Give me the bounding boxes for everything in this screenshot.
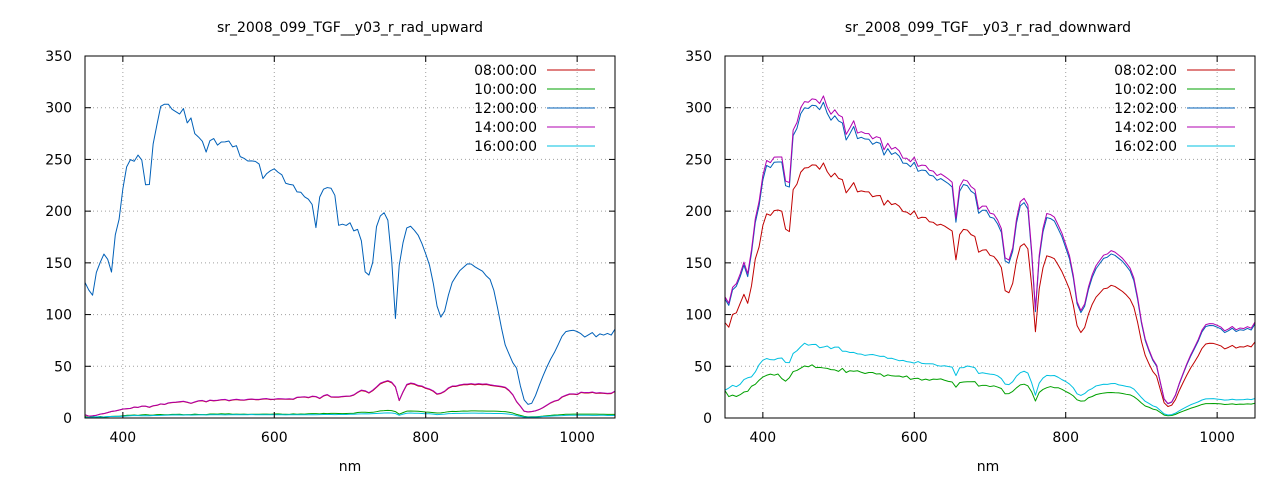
legend-label: 12:00:00 — [474, 101, 537, 117]
chart-title: sr_2008_099_TGF__y03_r_rad_downward — [845, 20, 1131, 36]
series-line-10-02-00 — [725, 364, 1255, 417]
y-tick-label: 150 — [45, 256, 72, 272]
x-axis-label: nm — [339, 459, 362, 475]
x-tick-label: 1000 — [1199, 430, 1235, 446]
legend-label: 16:02:00 — [1114, 139, 1177, 155]
series-line-12-00-00 — [85, 103, 615, 405]
x-axis-label: nm — [977, 459, 1000, 475]
x-tick-label: 400 — [109, 430, 136, 446]
series-line-14-00-00 — [85, 380, 615, 417]
series-layer — [85, 103, 615, 418]
legend-label: 14:00:00 — [474, 120, 537, 136]
legend-label: 12:02:00 — [1114, 101, 1177, 117]
x-tick-label: 600 — [901, 430, 928, 446]
axes: 400 600 800 1000 0 50 100 150 200 250 300 350 — [685, 49, 1256, 446]
legend-label: 10:02:00 — [1114, 82, 1177, 98]
y-tick-label: 150 — [685, 256, 712, 272]
legend: 08:00:00 10:00:00 12:00:00 14:00:00 16:00:00 — [474, 63, 595, 155]
y-tick-label: 350 — [45, 49, 72, 65]
x-tick-label: 400 — [749, 430, 776, 446]
y-tick-label: 50 — [694, 359, 712, 375]
y-tick-label: 100 — [45, 308, 72, 324]
y-tick-label: 100 — [685, 308, 712, 324]
series-line-16-00-00 — [85, 412, 615, 418]
plot-frame — [84, 55, 616, 419]
axes: 400 600 800 1000 0 50 100 150 200 250 300 350 — [45, 49, 616, 446]
plot-frame — [724, 55, 1256, 419]
legend: 08:02:00 10:02:00 12:02:00 14:02:00 16:02:00 — [1114, 63, 1235, 155]
grid-lines — [85, 56, 615, 418]
x-tick-label: 800 — [1052, 430, 1079, 446]
legend-label: 14:02:00 — [1114, 120, 1177, 136]
downward-radiance-chart: sr_2008_099_TGF__y03_r_rad_downward nm 4… — [685, 20, 1256, 475]
series-line-16-02-00 — [725, 342, 1255, 416]
y-tick-label: 0 — [63, 411, 72, 427]
y-tick-label: 250 — [45, 152, 72, 168]
y-tick-label: 250 — [685, 152, 712, 168]
legend-label: 16:00:00 — [474, 139, 537, 155]
y-tick-label: 50 — [54, 359, 72, 375]
series-line-08-02-00 — [725, 162, 1255, 408]
upward-radiance-chart: sr_2008_099_TGF__y03_r_rad_upward nm 400… — [45, 20, 616, 475]
y-tick-label: 0 — [703, 411, 712, 427]
y-tick-label: 300 — [685, 101, 712, 117]
chart-title: sr_2008_099_TGF__y03_r_rad_upward — [217, 20, 483, 36]
x-tick-label: 800 — [412, 430, 439, 446]
y-tick-label: 200 — [685, 204, 712, 220]
legend-label: 08:02:00 — [1114, 63, 1177, 79]
legend-label: 08:00:00 — [474, 63, 537, 79]
y-tick-label: 300 — [45, 101, 72, 117]
y-tick-label: 200 — [45, 204, 72, 220]
legend-label: 10:00:00 — [474, 82, 537, 98]
series-line-14-02-00 — [725, 95, 1255, 405]
y-tick-label: 350 — [685, 49, 712, 65]
series-layer — [725, 95, 1255, 417]
x-tick-label: 1000 — [559, 430, 595, 446]
x-tick-label: 600 — [261, 430, 288, 446]
